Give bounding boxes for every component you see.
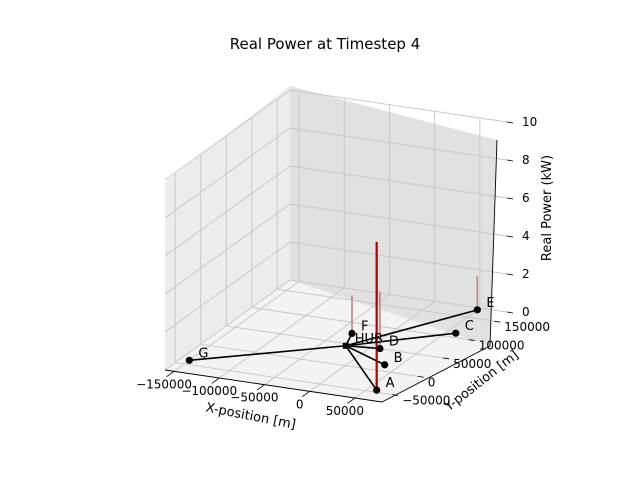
chart-title: Real Power at Timestep 4	[230, 35, 421, 53]
z-tick-label: 8	[522, 153, 530, 167]
node-marker-b	[381, 361, 389, 369]
x-tick-label: −150000	[136, 377, 192, 391]
z-axis-line	[489, 139, 498, 347]
x-tick-label: 0	[296, 397, 304, 411]
node-label-b: B	[394, 351, 403, 366]
z-tick-mark	[506, 121, 514, 124]
z-tick-label: 2	[522, 267, 530, 281]
hub-marker	[342, 342, 349, 349]
z-tick-mark	[506, 235, 514, 238]
node-marker-f	[348, 329, 356, 338]
node-label-a: A	[386, 376, 395, 391]
x-axis-label: X-position [m]	[204, 400, 297, 432]
z-tick-mark	[506, 197, 514, 200]
edge-hub-a	[345, 345, 378, 391]
z-axis-label: Real Power (kW)	[540, 155, 555, 261]
z-tick-label: 0	[522, 305, 530, 319]
y-tick-label: 0	[428, 375, 436, 389]
y-tick-label: 150000	[504, 320, 550, 334]
x-tick-mark	[166, 371, 175, 378]
z-tick-label: 4	[522, 229, 530, 243]
node-marker-a	[373, 386, 381, 394]
y-tick-mark	[417, 375, 424, 378]
y-tick-mark	[468, 339, 475, 341]
edge-hub-b	[345, 345, 386, 366]
z-gridline	[164, 203, 508, 295]
y-tick-mark	[494, 320, 501, 323]
y-tick-mark	[443, 357, 450, 360]
z-tick-label: 6	[522, 191, 530, 205]
node-label-e: E	[486, 296, 494, 311]
z-gridline	[164, 241, 508, 333]
y-tick-mark	[392, 394, 399, 397]
y-axis-line	[381, 345, 491, 403]
x-axis-line	[164, 369, 383, 403]
z-gridline	[164, 127, 508, 219]
left-pane	[165, 86, 290, 370]
y-tick-label: 100000	[479, 339, 525, 353]
node-label-d: D	[389, 335, 399, 350]
edge-hub-c	[345, 332, 456, 347]
x-tick-mark	[256, 384, 265, 391]
plot-area: AB C D E F G HUB	[185, 241, 495, 394]
z-tick-label: 10	[522, 115, 537, 129]
z-tick-mark	[506, 311, 514, 314]
node-marker-g	[185, 356, 193, 364]
z-gridline	[164, 89, 508, 181]
node-label-c: C	[465, 319, 474, 334]
axis-ticks: −150000−100000−50000 0 50000−5000005000010…	[136, 115, 550, 418]
x-tick-mark	[211, 377, 220, 384]
node-marker-e	[473, 306, 481, 314]
x-tick-mark	[347, 397, 356, 404]
edge-hub-g	[189, 344, 346, 362]
z-tick-mark	[506, 159, 514, 162]
node-marker-c	[452, 329, 460, 337]
node-label-g: G	[198, 346, 208, 361]
edge-hub-e	[345, 309, 478, 347]
x-tick-label: 50000	[326, 404, 364, 418]
x-tick-label: −50000	[230, 391, 278, 405]
z-gridline	[164, 279, 508, 371]
z-gridline	[164, 165, 508, 257]
y-tick-label: −50000	[402, 394, 450, 408]
node-label-f: F	[361, 319, 368, 334]
z-tick-mark	[506, 273, 514, 276]
node-marker-d	[376, 344, 384, 353]
hub-label: HUB	[355, 332, 383, 347]
edge-hub-d	[345, 344, 380, 350]
x-tick-label: −100000	[181, 384, 237, 398]
x-tick-mark	[301, 391, 310, 398]
y-tick-label: 50000	[453, 357, 491, 371]
